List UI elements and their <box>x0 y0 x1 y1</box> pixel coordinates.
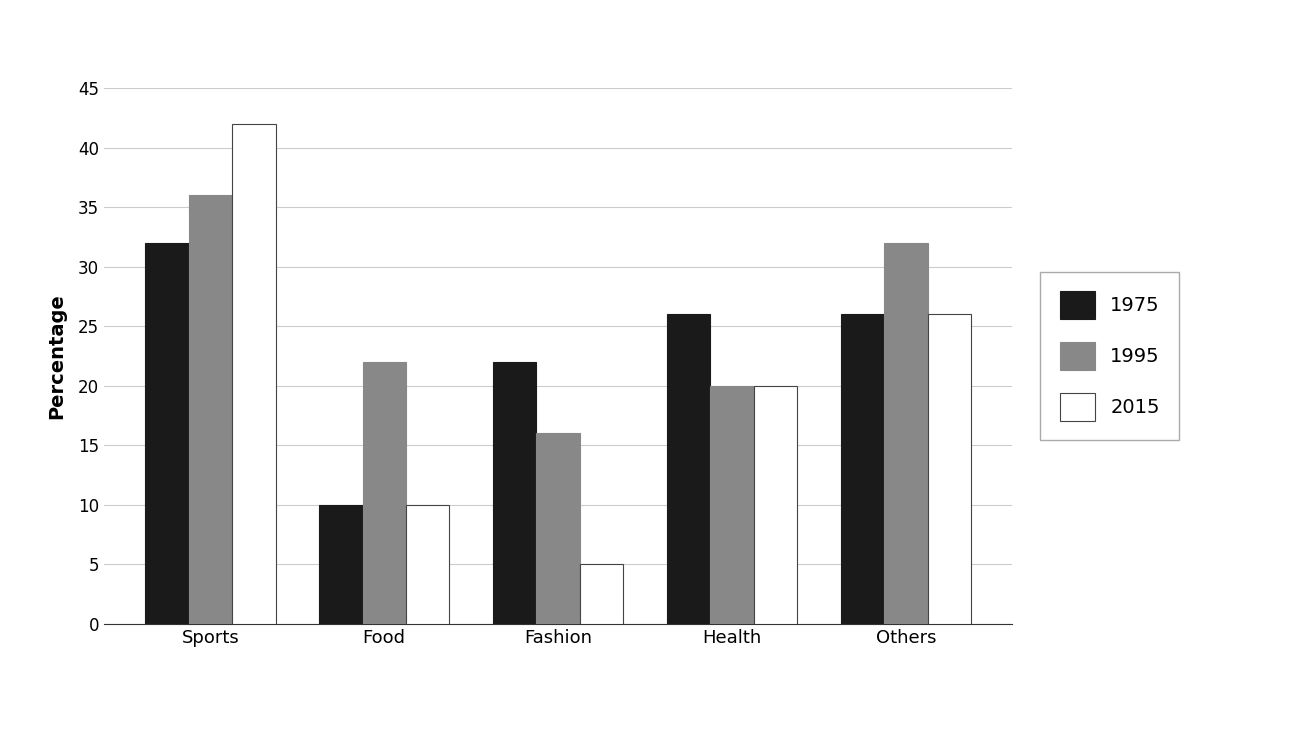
Bar <box>188 195 232 624</box>
Y-axis label: Percentage: Percentage <box>48 293 66 419</box>
Bar <box>319 505 362 624</box>
Legend: 1975, 1995, 2015: 1975, 1995, 2015 <box>1040 272 1180 440</box>
Bar <box>667 314 710 624</box>
Bar <box>754 386 797 624</box>
Bar <box>580 564 623 624</box>
Bar <box>493 362 536 624</box>
Bar <box>362 362 406 624</box>
Bar <box>232 124 275 624</box>
Bar <box>710 386 754 624</box>
Bar <box>536 433 580 624</box>
Bar <box>928 314 971 624</box>
Bar <box>841 314 884 624</box>
Bar <box>406 505 449 624</box>
Bar <box>884 243 928 624</box>
Bar <box>145 243 188 624</box>
